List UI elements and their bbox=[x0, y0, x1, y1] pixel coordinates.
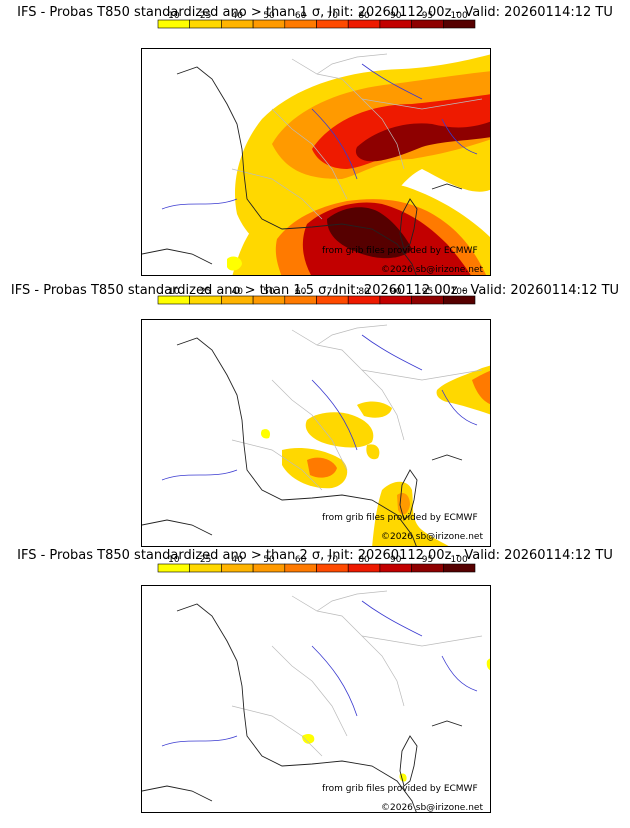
colorbar-tick-label: 25 bbox=[200, 287, 211, 297]
colorbar-swatch bbox=[379, 19, 412, 29]
colorbar-tick-label: 70 bbox=[327, 287, 339, 297]
colorbar-swatch bbox=[189, 295, 222, 305]
map-frame bbox=[141, 585, 491, 813]
colorbar-tick-label: 50 bbox=[263, 11, 275, 21]
rivers bbox=[161, 63, 478, 210]
colorbar-tick-label: 70 bbox=[327, 11, 339, 21]
credit-copyright: ©2026 sb@irizone.net bbox=[381, 803, 483, 813]
colorbar-swatch bbox=[157, 563, 191, 573]
colorbar-tick-label: 70 bbox=[327, 555, 339, 565]
colorbar-tick-label: 60 bbox=[295, 287, 307, 297]
panel-title: IFS - Probas T850 standardized ano > tha… bbox=[17, 548, 613, 563]
colorbar-swatch bbox=[347, 563, 381, 573]
map-panel-3: IFS - Probas T850 standardized ano > tha… bbox=[0, 548, 630, 828]
colorbar-swatch bbox=[442, 19, 476, 29]
colorbar-swatch bbox=[379, 295, 412, 305]
panel-title: IFS - Probas T850 standardized ano > tha… bbox=[10, 283, 620, 298]
colorbar-tick-label: 40 bbox=[232, 287, 244, 297]
probability-map bbox=[142, 324, 490, 546]
colorbar-tick-label: 90 bbox=[390, 287, 402, 297]
colorbar: 10 25 40 50 60 70 80 90 95 100 bbox=[157, 555, 476, 573]
colorbar-swatch bbox=[252, 19, 286, 29]
colorbar-swatch bbox=[411, 563, 444, 573]
colorbar-swatch bbox=[252, 295, 286, 305]
colorbar-swatch bbox=[157, 19, 191, 29]
colorbar-tick-label: 50 bbox=[263, 555, 275, 565]
map-panel-1: IFS - Probas T850 standardized ano > tha… bbox=[0, 0, 630, 276]
colorbar-tick-label: 60 bbox=[295, 555, 307, 565]
colorbar-tick-label: 50 bbox=[263, 287, 275, 297]
rivers bbox=[161, 334, 478, 481]
colorbar-swatch bbox=[157, 295, 191, 305]
rivers bbox=[161, 600, 478, 747]
colorbar-swatch bbox=[284, 295, 317, 305]
probability-map bbox=[142, 53, 490, 275]
probability-shading bbox=[302, 658, 490, 782]
country-borders bbox=[231, 590, 483, 757]
map-frame bbox=[141, 319, 491, 547]
probability-map bbox=[142, 590, 490, 812]
colorbar-tick-label: 90 bbox=[390, 11, 402, 21]
colorbar-swatch bbox=[284, 563, 317, 573]
credit-source: from grib files provided by ECMWF bbox=[322, 513, 478, 523]
colorbar-tick-label: 10 bbox=[168, 11, 180, 21]
colorbar-swatch bbox=[284, 19, 317, 29]
colorbar-tick-label: 40 bbox=[232, 555, 244, 565]
colorbar-tick-label: 60 bbox=[295, 11, 307, 21]
colorbar-swatch bbox=[347, 295, 381, 305]
colorbar: 10 25 40 50 60 70 80 90 95 100 bbox=[157, 287, 476, 305]
colorbar-swatch bbox=[316, 19, 349, 29]
colorbar-swatch bbox=[442, 563, 476, 573]
colorbar-tick-label: 100 bbox=[451, 555, 468, 565]
coastlines bbox=[142, 337, 463, 546]
colorbar-swatch bbox=[379, 563, 412, 573]
credit-copyright: ©2026 sb@irizone.net bbox=[381, 265, 483, 275]
colorbar-tick-label: 10 bbox=[168, 555, 180, 565]
map-panel-2: IFS - Probas T850 standardized ano > tha… bbox=[0, 276, 630, 552]
probability-shading bbox=[260, 365, 490, 546]
colorbar-tick-label: 25 bbox=[200, 555, 211, 565]
colorbar-tick-label: 95 bbox=[422, 555, 433, 565]
colorbar-tick-label: 95 bbox=[422, 287, 433, 297]
coastlines bbox=[142, 603, 463, 812]
colorbar-tick-label: 100 bbox=[451, 287, 468, 297]
colorbar-tick-label: 80 bbox=[358, 11, 370, 21]
colorbar-swatch bbox=[411, 19, 444, 29]
colorbar: 10 25 40 50 60 70 80 90 95 100 bbox=[157, 11, 476, 29]
colorbar-swatch bbox=[442, 295, 476, 305]
colorbar-swatch bbox=[189, 563, 222, 573]
credit-source: from grib files provided by ECMWF bbox=[322, 784, 478, 794]
colorbar-swatch bbox=[411, 295, 444, 305]
probability-shading bbox=[227, 54, 490, 275]
colorbar-swatch bbox=[316, 295, 349, 305]
country-borders bbox=[231, 324, 483, 491]
colorbar-tick-label: 40 bbox=[232, 11, 244, 21]
colorbar-swatch bbox=[316, 563, 349, 573]
colorbar-swatch bbox=[347, 19, 381, 29]
coastlines bbox=[142, 66, 463, 275]
colorbar-swatch bbox=[221, 295, 254, 305]
colorbar-tick-label: 95 bbox=[422, 11, 433, 21]
colorbar-swatch bbox=[221, 563, 254, 573]
panel-title: IFS - Probas T850 standardized ano > tha… bbox=[17, 5, 613, 20]
colorbar-tick-label: 80 bbox=[358, 555, 370, 565]
colorbar-tick-label: 80 bbox=[358, 287, 370, 297]
colorbar-swatch bbox=[189, 19, 222, 29]
country-borders bbox=[231, 53, 483, 220]
colorbar-tick-label: 100 bbox=[451, 11, 468, 21]
colorbar-swatch bbox=[221, 19, 254, 29]
colorbar-swatch bbox=[252, 563, 286, 573]
credit-source: from grib files provided by ECMWF bbox=[322, 246, 478, 256]
credit-copyright: ©2026 sb@irizone.net bbox=[381, 532, 483, 542]
map-frame bbox=[141, 48, 491, 276]
colorbar-tick-label: 10 bbox=[168, 287, 180, 297]
colorbar-tick-label: 25 bbox=[200, 11, 211, 21]
colorbar-tick-label: 90 bbox=[390, 555, 402, 565]
